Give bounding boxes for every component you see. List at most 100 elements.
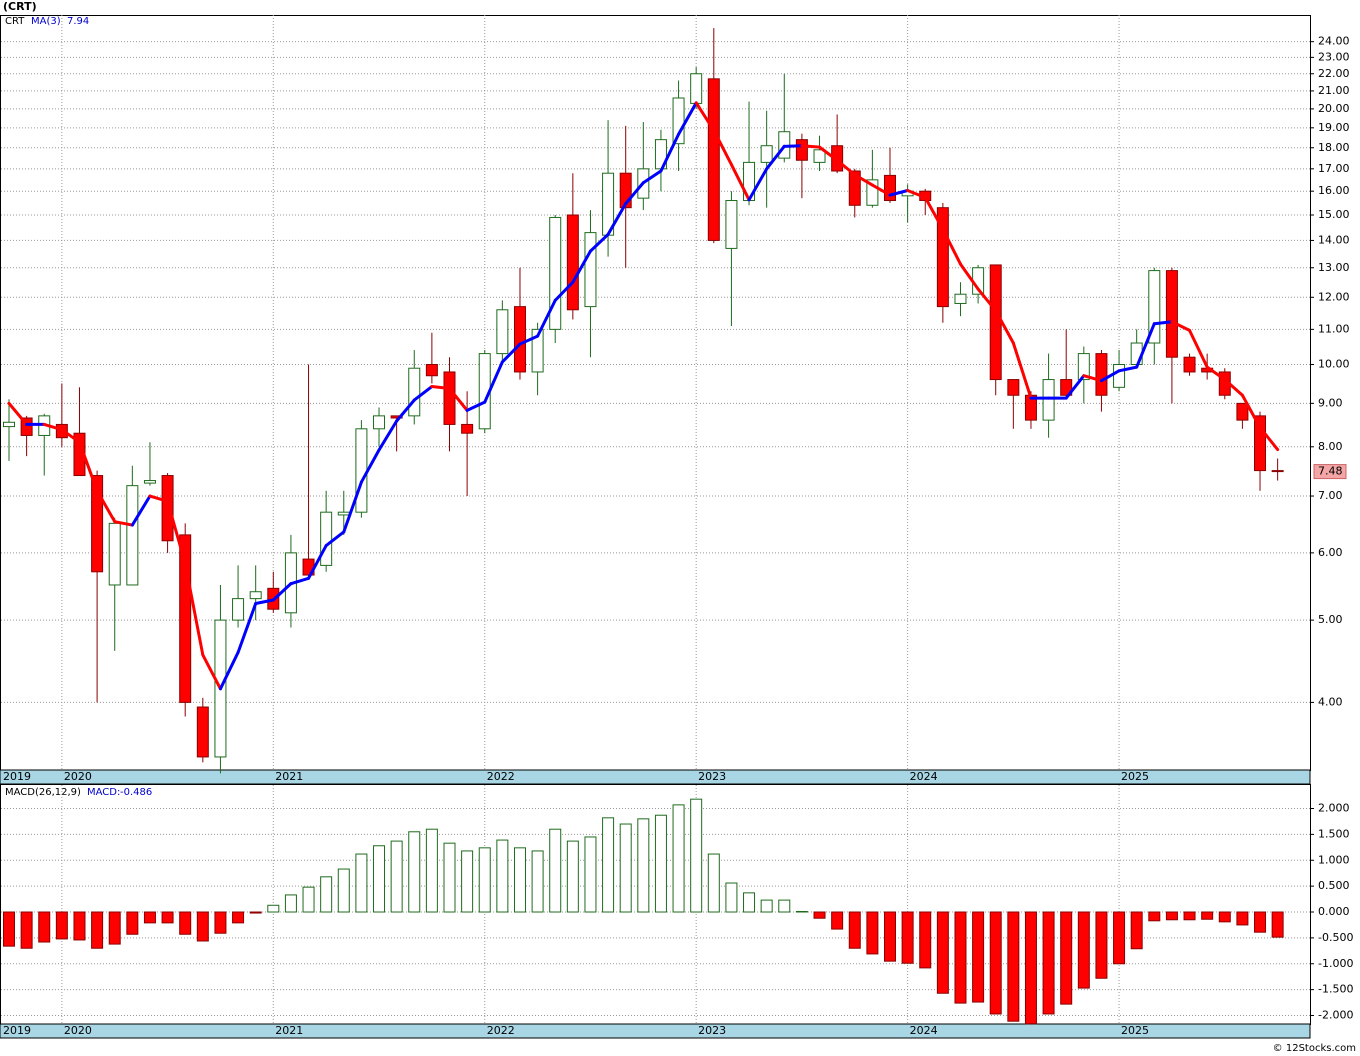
candle-body [179,534,192,703]
ma-line [218,650,240,691]
macd-bar [1201,911,1214,920]
candle-body [443,371,456,425]
macd-bar [549,828,562,913]
y-tick-label: 5.00 [1318,613,1343,626]
candle-body [1183,356,1196,373]
candle-body [1271,470,1284,473]
y-tick-label: 21.00 [1318,84,1350,97]
y-tick-label: 1.000 [1318,853,1350,866]
ma-line [60,428,81,444]
macd-bar [1254,911,1267,933]
candle-body [1113,364,1126,388]
candle-body [795,139,808,161]
ma-line [659,132,681,173]
ma-line [1135,322,1156,369]
candle-body [531,328,544,373]
ma-line [1082,374,1103,383]
y-tick-label: 24.00 [1318,35,1350,48]
candle-body [337,511,350,516]
ma-line [201,653,222,691]
x-tick-label: 2019 [3,1024,31,1037]
ma-line [588,232,610,253]
ma-line [712,128,733,167]
macd-bar [760,899,773,913]
ma-line [1117,365,1139,373]
macd-bar [1236,911,1249,926]
macd-bar [249,911,262,914]
y-tick-label: -1.500 [1318,983,1353,996]
macd-bar [866,911,879,955]
candle-body [1060,379,1073,396]
candle-body [249,591,262,600]
y-tick-label: -2.000 [1318,1009,1353,1022]
ma-line [729,163,751,202]
macd-bar [936,911,949,994]
ma-line [342,480,363,534]
macd-bar [461,850,474,913]
candle-body [373,415,386,430]
macd-bar [954,911,967,1004]
y-tick-label: 22.00 [1318,67,1350,80]
ma-line [1152,320,1174,326]
ma-line [166,499,187,565]
candle-body [3,421,15,428]
candle-body [1165,270,1178,358]
ma-line [835,158,857,177]
x-tick-label: 2022 [487,1024,515,1037]
credit: © 12Stocks.com [1273,1043,1356,1054]
macd-bar [355,853,368,913]
ma-line [113,520,134,527]
y-tick-label: 18.00 [1318,141,1350,154]
macd-bar [1165,911,1178,921]
ma-line [870,183,892,197]
ma-line [448,387,469,412]
ma-line [747,167,769,202]
macd-bar [55,911,68,940]
macd-bar [143,911,156,924]
ma-line [923,195,945,231]
ma-line [818,145,839,162]
last-price-box [1313,464,1347,480]
y-tick-label: 10.00 [1318,358,1350,371]
candle-body [320,511,333,566]
candle-body [672,97,685,145]
ma-line [941,227,962,266]
candle-body [143,480,156,484]
macd-bar [179,911,192,935]
macd-bar [1024,911,1037,1025]
ma-line [148,494,170,503]
y-tick-label: 1.500 [1318,827,1350,840]
macd-bar [531,850,544,913]
ma-line [7,401,29,426]
candle-body [566,214,579,311]
candle-body [690,73,703,104]
macd-bar [373,845,386,913]
last-price-label: 7.48 [1318,465,1343,478]
y-tick-label: 13.00 [1318,261,1350,274]
macd-bar [126,911,139,935]
x-tick-label: 2023 [698,770,726,783]
macd-bar [1148,911,1161,922]
macd-bar [672,804,685,913]
ma-line [307,544,328,580]
macd-bar [425,828,438,913]
ma-line [1064,374,1086,400]
candle-body [1148,270,1161,344]
candle-body [619,172,632,209]
y-tick-label: 15.00 [1318,208,1350,221]
ma-line [765,144,786,171]
x-axis-strip [0,769,1311,785]
y-tick-label: 8.00 [1318,440,1343,453]
x-tick-label: 2024 [910,1024,938,1037]
candle-body [425,364,438,377]
candle-body [707,78,720,241]
x-tick-label: 2022 [487,770,515,783]
macd-bar [972,911,985,1003]
macd-bar [884,911,896,962]
candle-body [408,367,421,417]
y-tick-label: 9.00 [1318,396,1343,409]
legend-macd: MACD: [87,787,120,798]
legend-macd-value: -0.486 [120,787,152,798]
ma-line [95,489,117,524]
candle-body [232,598,245,621]
